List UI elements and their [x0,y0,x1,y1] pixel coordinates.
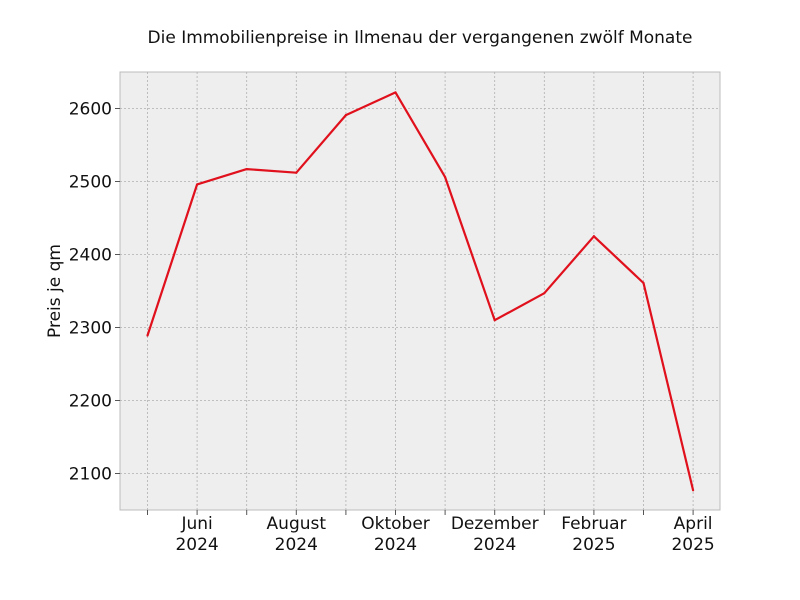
data-point [692,489,695,492]
data-point [196,183,199,186]
x-axis: Juni2024August2024Oktober2024Dezember202… [147,510,715,555]
grid-lines [120,72,720,510]
x-tick-label-year: 2024 [473,535,516,555]
data-point [295,171,298,174]
data-point [592,235,596,238]
data-point [146,334,149,337]
series-layer [146,91,695,492]
y-tick-label: 2400 [69,246,112,266]
series-line [146,91,695,491]
x-tick-label-year: 2025 [671,535,714,555]
data-point [394,91,397,94]
x-tick-label-year: 2024 [175,535,218,555]
plot-area [119,71,721,511]
data-point [493,319,496,322]
x-tick-label-month: Juni [180,514,212,534]
x-tick-label-year: 2024 [374,535,417,555]
data-point [344,113,347,117]
y-tick-label: 2200 [69,392,112,412]
x-tick-label-year: 2024 [275,535,318,555]
data-point [543,292,546,295]
y-tick-label: 2600 [69,100,112,120]
data-point [245,167,248,171]
x-tick-label-month: Oktober [361,514,430,534]
x-tick-label-month: April [674,514,713,534]
x-tick-label-month: Februar [561,514,626,534]
y-axis: 2100 2200 2300 2400 2500 2600 [69,100,120,485]
data-point [642,281,645,285]
x-tick-label-month: August [267,514,327,534]
y-tick-label: 2100 [69,465,112,485]
y-tick-label: 2500 [69,173,112,193]
data-point [444,176,447,179]
y-axis-label: Preis je qm [45,244,65,338]
x-tick-label-month: Dezember [451,514,539,534]
x-tick-label-year: 2025 [572,535,615,555]
chart-title: Die Immobilienpreise in Ilmenau der verg… [148,28,693,48]
y-tick-label: 2300 [69,319,112,339]
